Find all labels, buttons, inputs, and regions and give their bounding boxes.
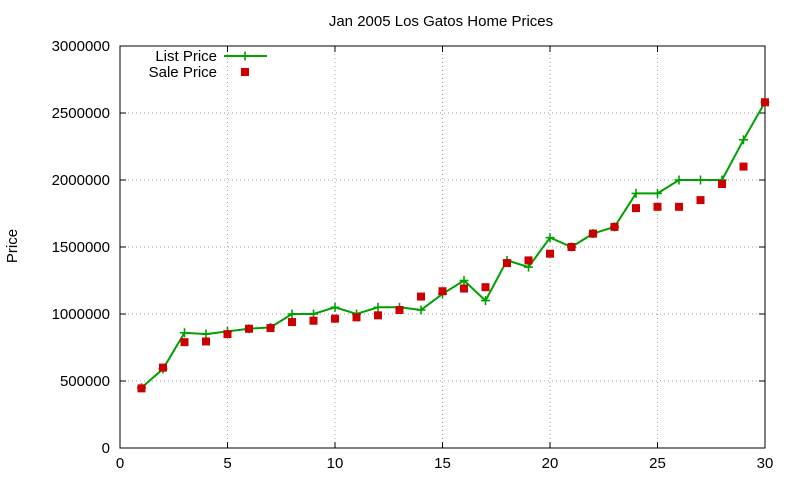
sale-price-point (417, 292, 425, 301)
list-price-point (481, 296, 490, 306)
plot-frame (119, 45, 766, 449)
x-tick-label: 25 (649, 455, 666, 472)
axis-ticks: 0 500000 1000000 1500000 2000000 2500000 30000… (52, 38, 774, 472)
legend-label-sale-price: Sale Price (149, 64, 217, 81)
legend-marker-list-price (240, 51, 250, 61)
sale-price-point (374, 311, 382, 320)
list-price-point (287, 309, 297, 319)
legend-swatch-sale-price (241, 68, 249, 76)
list-price-point (416, 305, 426, 315)
chart-title: Jan 2005 Los Gatos Home Prices (329, 13, 553, 30)
list-price-point (739, 135, 748, 145)
y-tick-label: 2000000 (52, 172, 110, 189)
sale-price-point (632, 204, 640, 213)
grid-lines (120, 46, 765, 448)
x-tick-label: 5 (223, 455, 231, 472)
sale-price-point (739, 162, 748, 171)
list-price-point (330, 302, 340, 312)
sale-price-point (159, 363, 167, 372)
sale-price-point (180, 338, 189, 347)
sale-price-point (761, 98, 769, 107)
y-tick-label: 500000 (60, 373, 110, 390)
sale-price-point (395, 305, 404, 314)
sale-price-point (223, 330, 232, 339)
list-price-point (653, 188, 662, 198)
list-price-point (373, 302, 383, 312)
list-price-point (696, 175, 705, 185)
x-tick-label: 10 (327, 455, 344, 472)
x-tick-label: 0 (116, 455, 124, 472)
sale-price-point (481, 283, 490, 292)
list-price-point (545, 233, 555, 243)
sale-price-point (718, 180, 726, 189)
y-tick-label: 3000000 (52, 38, 110, 55)
sale-price-point (288, 318, 296, 327)
legend-label-list-price: List Price (155, 48, 217, 65)
sale-price-point (610, 222, 619, 231)
list-price-point (674, 175, 684, 185)
sale-price-point (331, 314, 339, 323)
sale-price-point (546, 249, 554, 258)
sale-price-point (696, 196, 705, 205)
list-price-point (631, 188, 641, 198)
x-tick-label: 20 (542, 455, 559, 472)
y-axis-label: Price (4, 229, 21, 263)
list-price-point (459, 276, 469, 285)
sale-price-point (202, 337, 210, 346)
sale-price-point (460, 284, 468, 293)
y-tick-label: 1500000 (52, 239, 110, 256)
sale-price-point (438, 287, 447, 296)
y-tick-label: 0 (102, 440, 110, 457)
sale-price-point (352, 313, 361, 322)
sale-price-point (266, 324, 275, 333)
list-price-line (140, 101, 766, 389)
list-price-point (180, 328, 189, 338)
sale-price-point (309, 316, 318, 325)
sale-price-point (245, 324, 253, 333)
x-tick-label: 30 (757, 455, 774, 472)
sale-price-point (503, 259, 511, 268)
series-layer (137, 97, 770, 393)
x-tick-label: 15 (434, 455, 451, 472)
y-tick-label: 1000000 (52, 306, 110, 323)
sale-price-point (524, 256, 533, 265)
sale-price-point (567, 243, 576, 251)
sale-price-point (653, 202, 662, 211)
sale-price-point (137, 384, 146, 393)
sale-price-point (675, 202, 683, 211)
y-tick-label: 2500000 (52, 105, 110, 122)
sale-price-point (589, 229, 597, 238)
list-price-point (201, 329, 211, 339)
